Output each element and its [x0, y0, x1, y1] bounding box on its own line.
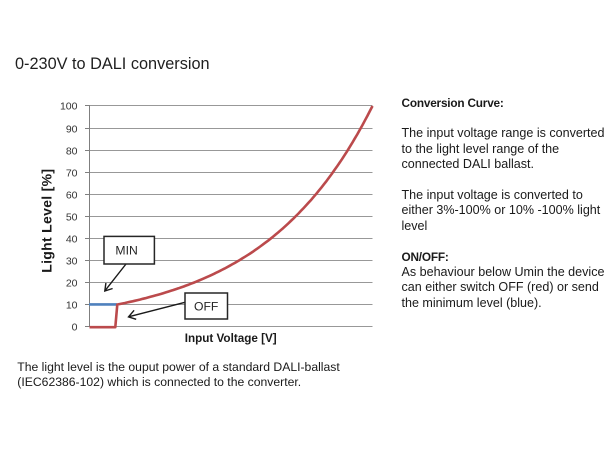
svg-text:Light Level [%]: Light Level [%]	[39, 169, 55, 273]
svg-text:100: 100	[60, 100, 78, 112]
svg-text:70: 70	[66, 167, 78, 179]
svg-text:60: 60	[66, 189, 78, 201]
svg-text:MIN: MIN	[115, 244, 137, 258]
svg-text:Input Voltage [V]: Input Voltage [V]	[185, 332, 277, 345]
svg-text:0: 0	[72, 321, 78, 333]
svg-text:OFF: OFF	[194, 299, 218, 313]
svg-text:90: 90	[66, 123, 78, 135]
svg-text:10: 10	[66, 299, 78, 311]
svg-text:40: 40	[66, 233, 78, 245]
svg-text:20: 20	[66, 277, 78, 289]
svg-text:30: 30	[66, 255, 78, 267]
svg-text:50: 50	[66, 211, 78, 223]
svg-text:80: 80	[66, 145, 78, 157]
